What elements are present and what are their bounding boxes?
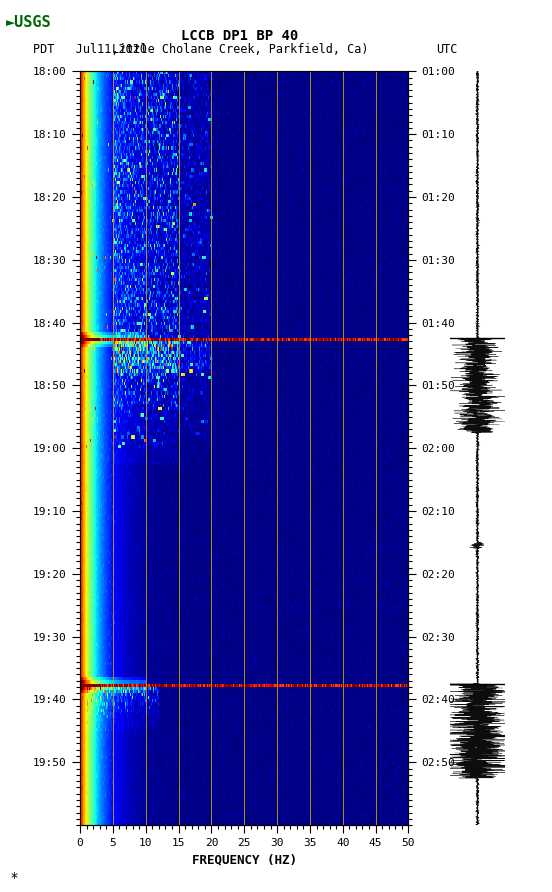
Text: *: * [11,871,18,885]
Text: LCCB DP1 BP 40: LCCB DP1 BP 40 [182,29,299,43]
Text: Little Cholane Creek, Parkfield, Ca): Little Cholane Creek, Parkfield, Ca) [112,43,368,56]
Text: UTC: UTC [436,43,458,56]
X-axis label: FREQUENCY (HZ): FREQUENCY (HZ) [192,854,297,867]
Text: PDT   Jul11,2020: PDT Jul11,2020 [33,43,147,56]
Text: ►USGS: ►USGS [6,15,51,29]
